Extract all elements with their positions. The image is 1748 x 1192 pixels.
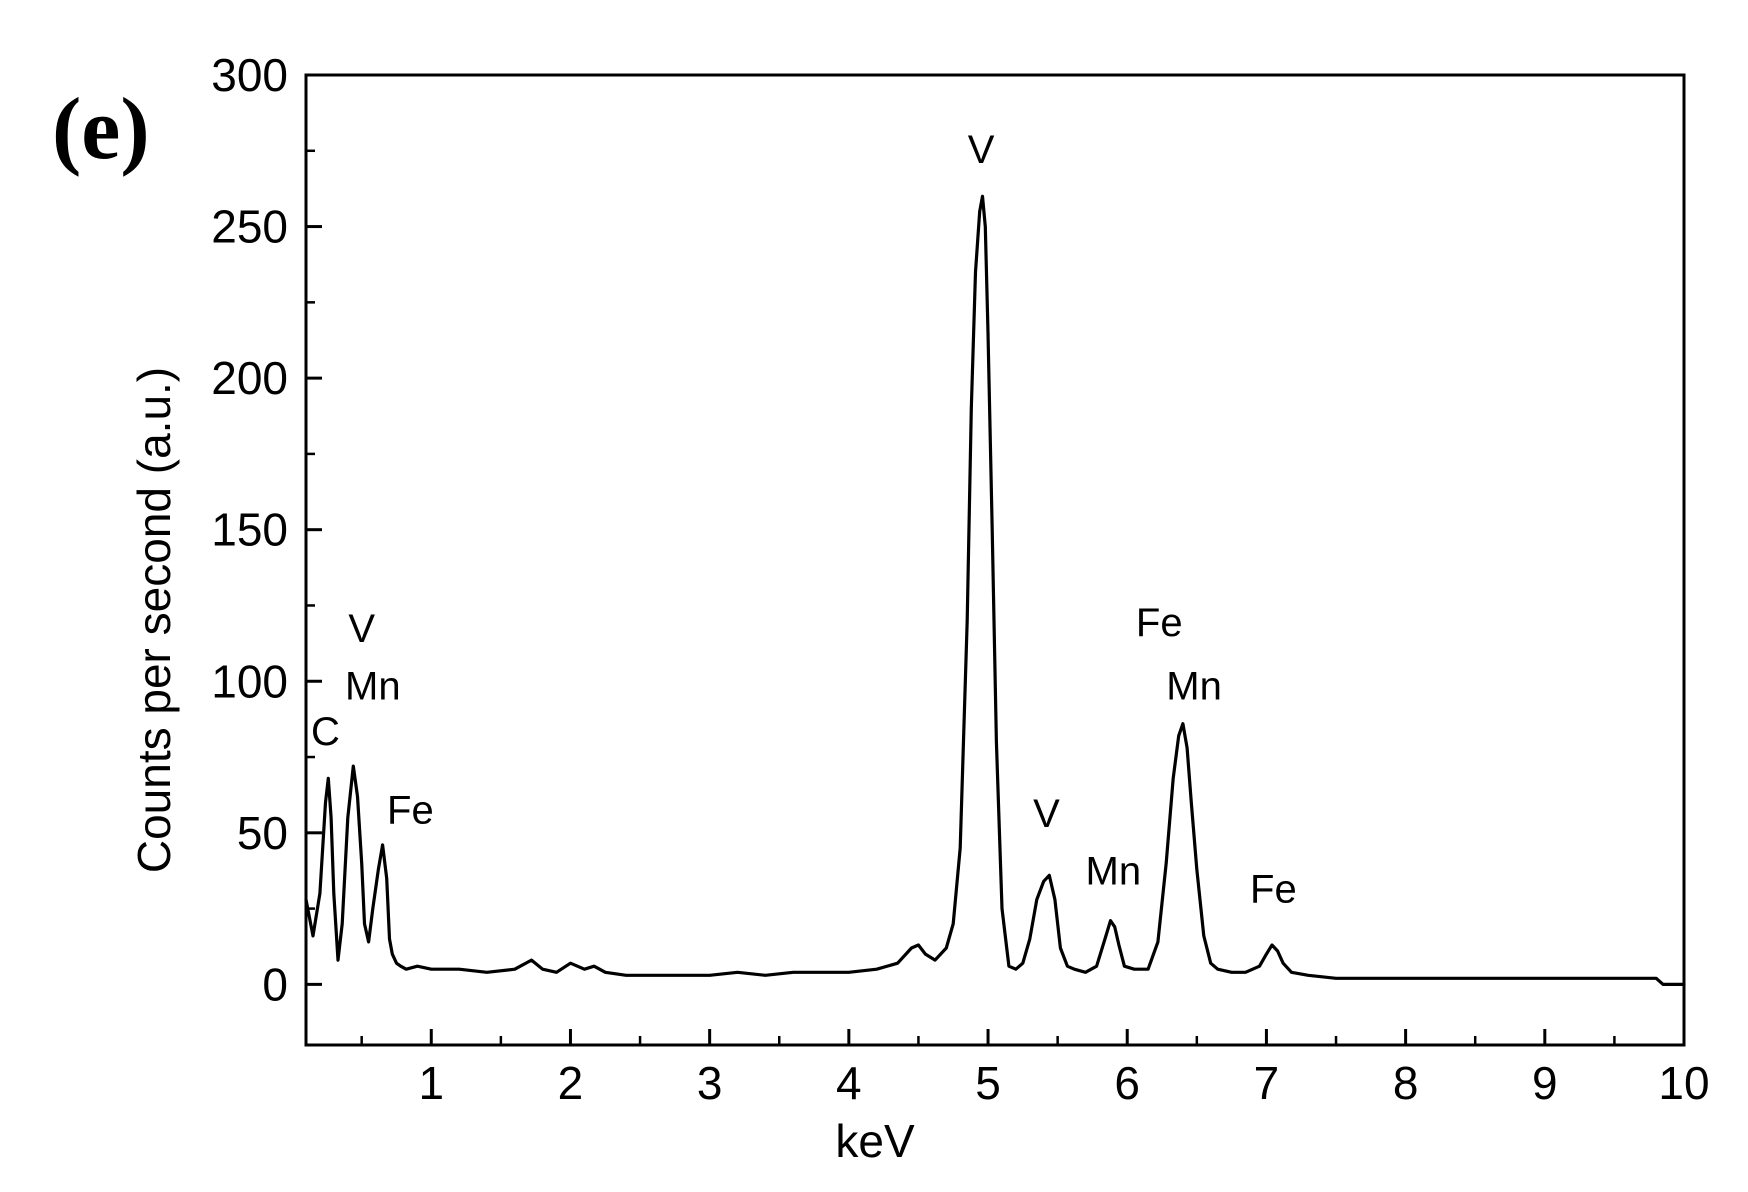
peak-annotation-label: Mn — [345, 664, 401, 708]
y-tick-label: 50 — [237, 807, 288, 859]
peak-annotation-label: Mn — [1166, 664, 1222, 708]
y-tick-label: 0 — [262, 958, 288, 1010]
x-axis-label: keV — [835, 1115, 915, 1167]
peak-annotation-label: V — [348, 607, 375, 651]
y-tick-label: 150 — [211, 504, 288, 556]
y-tick-label: 100 — [211, 655, 288, 707]
x-tick-label: 4 — [836, 1057, 862, 1109]
y-tick-label: 250 — [211, 201, 288, 253]
plot-area — [304, 194, 1686, 986]
y-tick-label: 300 — [211, 49, 288, 101]
x-tick-label: 1 — [418, 1057, 444, 1109]
peak-annotation-label: Fe — [387, 789, 434, 833]
x-tick-label: 2 — [558, 1057, 584, 1109]
x-tick-label: 9 — [1532, 1057, 1558, 1109]
peak-annotation-label: Fe — [1250, 868, 1297, 912]
x-tick-label: 10 — [1658, 1057, 1709, 1109]
plot-frame — [304, 73, 1686, 1047]
x-tick-label: 6 — [1114, 1057, 1140, 1109]
spectrum-line — [304, 194, 1686, 986]
x-tick-label: 3 — [697, 1057, 723, 1109]
x-tick-label: 7 — [1254, 1057, 1280, 1109]
x-tick-label: 5 — [975, 1057, 1001, 1109]
x-tick-label: 8 — [1393, 1057, 1419, 1109]
peak-annotation-label: C — [311, 710, 340, 754]
peak-annotation-label: V — [1033, 792, 1060, 836]
y-axis-label: Counts per second (a.u.) — [128, 367, 180, 873]
y-tick-label: 200 — [211, 352, 288, 404]
annotation-layer: C V Mn Fe V V Mn Fe Mn Fe — [311, 128, 1297, 912]
peak-annotation-label: Fe — [1136, 601, 1183, 645]
peak-annotation-label: V — [968, 128, 995, 172]
panel-label: (e) — [52, 81, 150, 178]
peak-annotation-label: Mn — [1086, 849, 1142, 893]
